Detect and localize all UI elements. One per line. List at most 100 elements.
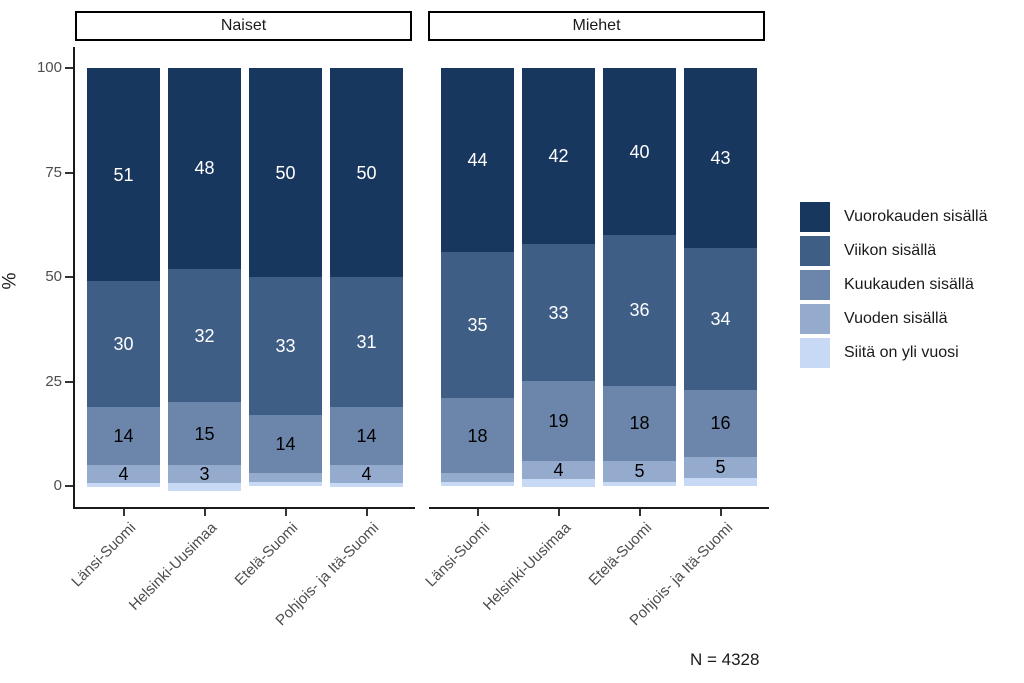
x-tick-label: Länsi-Suomi [67,519,139,591]
bar-value-label: 16 [710,413,731,434]
bar-value-label: 32 [194,325,215,346]
bar-segment: 51 [87,68,160,282]
facet-strip-label: Miehet [572,17,621,34]
bar-value-label: 14 [113,425,134,446]
bar-value-label: 15 [194,423,215,444]
bar-value-label: 4 [361,464,372,485]
bar-segment [522,478,595,488]
y-tick-label: 100 [36,59,62,76]
legend: Vuorokauden sisällä Viikon sisällä Kuukaud… [800,202,988,368]
bar-group: 44 35 18 42 33 19 4 40 36 18 5 43 34 16 5 [441,68,757,488]
bar-value-label: 33 [548,302,569,323]
bar-segment: 15 [168,402,241,466]
bar-segment: 18 [603,385,676,461]
bar-segment: 16 [684,389,757,457]
bar-segment [249,473,322,482]
bar-segment: 14 [87,406,160,466]
y-tick-mark [65,380,73,383]
bar-segment: 4 [87,465,160,484]
bar-value-label: 5 [715,457,726,478]
bar-segment: 33 [249,277,322,415]
bar-value-label: 4 [553,459,564,480]
bar-value-label: 50 [356,162,377,183]
legend-label: Viikon sisällä [844,242,937,259]
bar-value-label: 43 [710,147,731,168]
bar-segment [249,481,322,486]
legend-item: Vuoden sisällä [800,304,988,334]
facet-panel-naiset: 51 30 14 4 48 32 15 3 50 33 14 50 31 14 4 [75,47,415,508]
legend-label: Kuukauden sisällä [844,276,974,293]
bar-value-label: 18 [629,413,650,434]
x-tick-label: Etelä-Suomi [231,519,301,590]
bar-segment: 5 [603,460,676,482]
y-tick-mark [65,171,73,174]
bar-segment: 34 [684,247,757,390]
bar-segment: 31 [330,277,403,407]
bar-segment: 14 [330,406,403,466]
bar-segment: 44 [441,68,514,252]
x-tick-mark [284,509,287,516]
x-tick-label: Helsinki-Uusimaa [125,519,220,614]
bar-value-label: 31 [356,331,377,352]
legend-label: Siitä on yli vuosi [844,344,959,361]
stacked-bar: 40 36 18 5 [603,68,676,486]
bar-segment: 43 [684,68,757,248]
bar-value-label: 48 [194,158,215,179]
x-axis-line-naiset [74,507,415,509]
y-tick-label: 50 [45,268,62,285]
facet-strip-miehet: Miehet [428,11,765,41]
stacked-bar: 51 30 14 4 [87,68,160,488]
legend-item: Kuukauden sisällä [800,270,988,300]
y-tick-mark [65,485,73,487]
x-tick-label: Etelä-Suomi [585,519,655,590]
legend-label: Vuorokauden sisällä [844,208,988,225]
bar-value-label: 19 [548,411,569,432]
bar-segment [441,481,514,486]
bar-segment: 50 [249,68,322,277]
bar-segment: 14 [249,414,322,474]
legend-color-swatch [800,338,830,368]
legend-item: Viikon sisällä [800,236,988,266]
bar-segment [684,477,757,486]
bar-segment: 36 [603,235,676,386]
bar-value-label: 51 [113,164,134,185]
bar-value-label: 35 [467,315,488,336]
bar-value-label: 40 [629,141,650,162]
bar-segment: 40 [603,68,676,236]
bar-segment: 4 [522,459,595,480]
stacked-bar: 43 34 16 5 [684,68,757,486]
bar-value-label: 5 [634,461,645,482]
x-tick-mark [557,509,560,516]
bar-segment: 5 [684,456,757,478]
bar-value-label: 36 [629,300,650,321]
bar-value-label: 44 [467,149,488,170]
bar-segment [441,473,514,482]
bar-value-label: 50 [275,162,296,183]
bar-segment: 42 [522,68,595,244]
x-tick-label: Helsinki-Uusimaa [479,519,574,614]
legend-item: Vuorokauden sisällä [800,202,988,232]
facet-strip-naiset: Naiset [75,11,412,41]
stacked-bar: 50 31 14 4 [330,68,403,488]
bar-segment: 4 [330,464,403,485]
y-tick-label: 75 [45,163,62,181]
stacked-bar: 48 32 15 3 [168,68,241,492]
bar-value-label: 14 [356,425,377,446]
stacked-bar: 50 33 14 [249,68,322,486]
x-tick-mark [638,509,641,516]
bar-group: 51 30 14 4 48 32 15 3 50 33 14 50 31 14 4 [87,68,403,492]
stacked-bar: 44 35 18 [441,68,514,486]
bar-value-label: 18 [467,425,488,446]
bar-value-label: 30 [113,333,134,354]
x-tick-mark [719,509,722,516]
y-tick-label: 25 [45,372,62,390]
bar-value-label: 33 [275,335,296,356]
bar-segment [87,483,160,488]
facet-panel-miehet: 44 35 18 42 33 19 4 40 36 18 5 43 34 16 5 [429,47,769,508]
bar-value-label: 14 [275,434,296,455]
legend-color-swatch [800,304,830,334]
y-axis-line [73,47,75,509]
legend-color-swatch [800,202,830,232]
stacked-bar: 42 33 19 4 [522,68,595,488]
